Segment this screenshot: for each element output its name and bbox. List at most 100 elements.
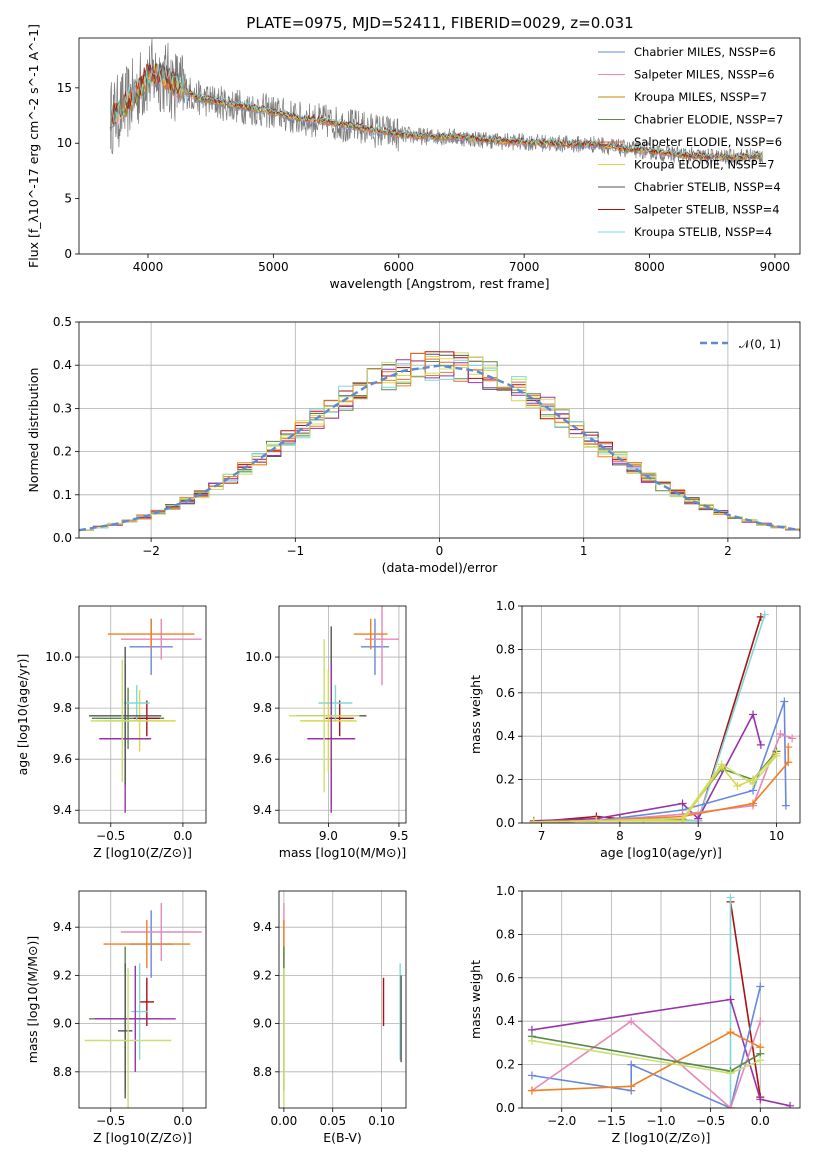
x-axis-label: Z [log10(Z/Z⊙)] <box>93 1130 192 1145</box>
mass-vs-metallicity-panel: −0.5 0.0 8.8 9.0 9.2 9.4 Z [log10(Z/Z⊙)] mass [… <box>25 890 207 1145</box>
axes-frame <box>521 605 801 824</box>
x-axis-label: E(B-V) <box>323 1130 362 1145</box>
x-tick-label: 5000 <box>258 260 289 274</box>
y-axis-label: Normed distribution <box>26 368 41 493</box>
data-marker <box>756 1095 765 1104</box>
y-tick-label: 9.8 <box>253 701 272 715</box>
mass-vs-extinction-panel: 0.00 0.05 0.10 8.8 9.0 9.2 9.4 E(B-V) <box>253 890 407 1145</box>
y-tick-label: 0.0 <box>53 531 72 545</box>
x-axis-label: age [log10(age/yr)] <box>600 845 722 860</box>
y-tick-label: 0.4 <box>496 729 515 743</box>
data-marker <box>726 1069 735 1078</box>
y-tick-label: 1.0 <box>496 884 515 898</box>
plot-area <box>288 606 399 813</box>
data-marker <box>726 995 735 1004</box>
data-marker <box>749 710 758 719</box>
legend-entry: Kroupa MILES, NSSP=7 <box>634 90 767 104</box>
plot-area <box>109 38 763 166</box>
mass-weight-line <box>533 755 778 823</box>
x-tick-label: −0.5 <box>696 1114 725 1128</box>
y-tick-label: 10 <box>57 136 72 150</box>
y-tick-label: 9.2 <box>253 968 272 982</box>
data-marker <box>726 1028 735 1037</box>
y-tick-label: 0 <box>64 247 72 261</box>
residual-histogram <box>79 352 800 531</box>
figure-title: PLATE=0975, MJD=52411, FIBERID=0029, z=0… <box>246 14 633 32</box>
data-marker <box>749 799 758 808</box>
x-tick-label: 9 <box>694 829 702 843</box>
x-tick-label: 0 <box>436 544 444 558</box>
data-marker <box>749 775 758 784</box>
data-marker <box>726 893 735 902</box>
mass-weight-line <box>531 1031 761 1092</box>
residual-histogram <box>79 356 800 531</box>
data-marker <box>529 817 538 823</box>
data-marker <box>784 743 793 752</box>
x-tick-label: −2 <box>142 544 160 558</box>
legend-entry: Kroupa STELIB, NSSP=4 <box>634 225 772 239</box>
y-tick-label: 0.4 <box>496 1014 515 1028</box>
y-tick-label: 0.3 <box>53 401 72 415</box>
x-tick-label: 7000 <box>509 260 540 274</box>
y-tick-label: 9.4 <box>253 920 272 934</box>
x-tick-label: 0.10 <box>368 1114 395 1128</box>
y-axis-label: mass weight <box>468 960 483 1039</box>
x-tick-label: −0.5 <box>96 1114 125 1128</box>
data-marker <box>781 801 790 810</box>
data-marker <box>726 1104 735 1108</box>
data-marker <box>733 782 742 791</box>
data-marker <box>756 740 765 749</box>
y-axis-label: Flux [f_λ10^-17 erg cm^-2 s^-1 A^-1] <box>26 24 41 268</box>
data-marker <box>527 1036 536 1045</box>
y-tick-label: 0.5 <box>53 315 72 329</box>
data-marker <box>772 749 781 758</box>
data-marker <box>756 1017 765 1026</box>
y-tick-label: 9.6 <box>253 752 272 766</box>
x-axis-label: (data-model)/error <box>382 560 499 575</box>
x-tick-label: −2.0 <box>547 1114 576 1128</box>
mass-weight-line <box>729 901 762 1098</box>
y-tick-label: 9.4 <box>253 803 272 817</box>
axes-frame <box>278 890 407 1109</box>
x-tick-label: −1 <box>286 544 304 558</box>
y-tick-label: 8.8 <box>253 1065 272 1079</box>
data-marker <box>760 610 769 619</box>
axes-frame <box>78 37 801 255</box>
axes-frame <box>78 321 801 539</box>
mass-weight-vs-metallicity-panel: −2.0 −1.5 −1.0 −0.5 0.0 0.0 0.2 0.4 0.6 0.8 1.0 Z [… <box>468 884 801 1145</box>
x-tick-label: 0.0 <box>173 1114 192 1128</box>
legend-entry: Salpeter ELODIE, NSSP=6 <box>634 135 782 149</box>
plot-area <box>89 618 202 813</box>
y-tick-label: 10.0 <box>245 650 272 664</box>
data-marker <box>788 734 797 743</box>
y-tick-label: 0.8 <box>496 642 515 656</box>
legend-entry: Chabrier ELODIE, NSSP=7 <box>634 113 783 127</box>
y-tick-label: 0.2 <box>496 1058 515 1072</box>
legend-entry: Kroupa ELODIE, NSSP=7 <box>634 158 775 172</box>
x-tick-label: 0.0 <box>173 829 192 843</box>
x-tick-label: 4000 <box>133 260 164 274</box>
x-tick-label: 9.0 <box>319 829 338 843</box>
legend-entry: Salpeter STELIB, NSSP=4 <box>634 203 780 217</box>
x-tick-label: 6000 <box>383 260 414 274</box>
x-tick-label: 8000 <box>634 260 665 274</box>
residual-histogram <box>79 356 800 531</box>
y-tick-label: 8.8 <box>53 1065 72 1079</box>
legend-entry: Salpeter MILES, NSSP=6 <box>634 68 775 82</box>
x-tick-label: 10 <box>769 829 784 843</box>
data-marker <box>776 730 785 739</box>
y-tick-label: 0.2 <box>496 773 515 787</box>
y-tick-label: 9.6 <box>53 752 72 766</box>
mass-weight-vs-age-panel: 7 8 9 10 0.0 0.2 0.4 0.6 0.8 1.0 age [log10(age/yr… <box>468 599 801 860</box>
data-marker <box>756 982 765 991</box>
x-tick-label: 1 <box>580 544 588 558</box>
x-tick-label: 0.00 <box>271 1114 298 1128</box>
axes-frame <box>78 890 207 1109</box>
data-marker <box>786 1101 795 1108</box>
data-marker <box>627 1060 636 1069</box>
data-marker <box>592 816 601 823</box>
axes-frame <box>521 890 801 1109</box>
x-tick-label: 2 <box>724 544 732 558</box>
x-tick-label: −0.5 <box>96 829 125 843</box>
legend-entry: Chabrier STELIB, NSSP=4 <box>634 180 781 194</box>
